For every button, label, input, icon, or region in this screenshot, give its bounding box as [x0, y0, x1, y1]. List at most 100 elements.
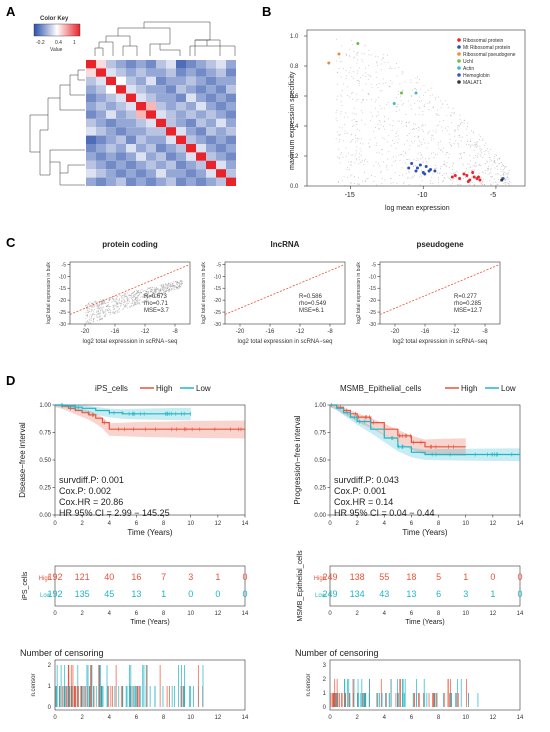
- background-point: [376, 151, 378, 153]
- background-point: [370, 54, 372, 56]
- censor-y-tick: 2: [323, 677, 327, 683]
- background-point: [347, 116, 349, 118]
- background-point: [451, 122, 453, 124]
- background-point: [481, 151, 483, 153]
- data-point: [88, 310, 91, 312]
- background-point: [400, 95, 402, 97]
- data-point: [90, 317, 92, 319]
- background-point: [352, 71, 354, 73]
- data-point: [142, 293, 144, 295]
- x-tick-label: 6: [410, 521, 414, 527]
- background-point: [494, 155, 496, 157]
- data-point: [132, 305, 134, 307]
- heatmap-cell: [176, 118, 186, 128]
- heatmap-cell: [116, 127, 126, 136]
- background-point: [418, 96, 420, 98]
- data-point: [165, 288, 167, 290]
- data-point: [122, 309, 124, 311]
- background-point: [410, 81, 412, 83]
- background-point: [356, 53, 358, 55]
- heatmap-cell: [86, 76, 96, 86]
- background-point: [364, 180, 366, 182]
- background-point: [368, 54, 370, 56]
- heatmap-cell: [146, 60, 156, 69]
- background-point: [412, 176, 414, 178]
- background-point: [386, 169, 388, 171]
- data-point: [145, 291, 147, 293]
- background-point: [460, 153, 462, 155]
- background-point: [362, 61, 364, 63]
- heatmap-cell: [116, 152, 126, 161]
- data-point: [97, 306, 99, 308]
- background-point: [355, 124, 357, 126]
- background-point: [437, 109, 439, 111]
- background-point: [435, 96, 437, 98]
- heatmap-cell: [176, 144, 186, 153]
- y-tick-label: 0.6: [290, 94, 299, 100]
- panel-b: -15 -10 -50.00.20.40.60.81.0 log mean expr…: [289, 29, 526, 212]
- background-point: [490, 172, 492, 174]
- data-point: [134, 304, 137, 306]
- data-point: [158, 294, 160, 296]
- background-point: [420, 158, 422, 160]
- data-point: [147, 296, 149, 298]
- background-point: [365, 83, 367, 85]
- background-point: [434, 165, 436, 167]
- heatmap-cell: [176, 177, 186, 186]
- background-point: [401, 121, 403, 123]
- background-point: [358, 163, 360, 165]
- risk-row-label: Low: [40, 593, 52, 599]
- background-point: [473, 144, 475, 146]
- background-point: [505, 165, 507, 167]
- data-point: [122, 303, 124, 306]
- heatmap-cell: [216, 118, 226, 128]
- x-tick-label: -20: [391, 329, 400, 335]
- background-point: [377, 64, 379, 66]
- legend-label-low: Low: [501, 384, 516, 393]
- heatmap-cell: [156, 93, 166, 102]
- background-point: [381, 182, 383, 184]
- background-point: [422, 160, 424, 162]
- background-point: [439, 120, 441, 122]
- heatmap-cell: [86, 110, 96, 119]
- background-point: [396, 183, 398, 185]
- data-point: [170, 282, 172, 284]
- data-point: [154, 291, 156, 293]
- background-point: [420, 174, 422, 176]
- background-point: [366, 178, 368, 180]
- background-point: [481, 184, 483, 186]
- data-point: [90, 322, 92, 325]
- data-point: [146, 296, 148, 298]
- legend-marker: [457, 80, 461, 84]
- background-point: [500, 162, 502, 164]
- y-tick-label: -5: [62, 262, 67, 268]
- background-point: [356, 62, 358, 64]
- heatmap-cell: [156, 169, 166, 178]
- data-point: [117, 311, 119, 313]
- heatmap-cell: [126, 152, 136, 161]
- background-point: [403, 155, 405, 157]
- heatmap-cell: [176, 110, 186, 119]
- background-point: [380, 108, 382, 110]
- data-point: [144, 289, 146, 292]
- background-point: [347, 152, 349, 154]
- data-point: [145, 294, 148, 296]
- heatmap-cell: [176, 152, 186, 161]
- risk-value: 0: [242, 572, 247, 582]
- data-point: [104, 299, 106, 302]
- background-point: [412, 123, 414, 125]
- risk-row-label: High: [39, 576, 51, 582]
- heatmap-cell: [106, 160, 116, 170]
- heatmap-cell: [156, 76, 166, 86]
- background-point: [355, 137, 357, 139]
- background-point: [340, 95, 342, 97]
- data-point-mt-ribosomal-protein: [424, 165, 428, 168]
- heatmap-cell: [166, 135, 176, 144]
- data-point: [134, 293, 136, 295]
- data-point: [151, 286, 154, 289]
- heatmap-cell: [206, 85, 216, 94]
- background-point: [455, 129, 457, 131]
